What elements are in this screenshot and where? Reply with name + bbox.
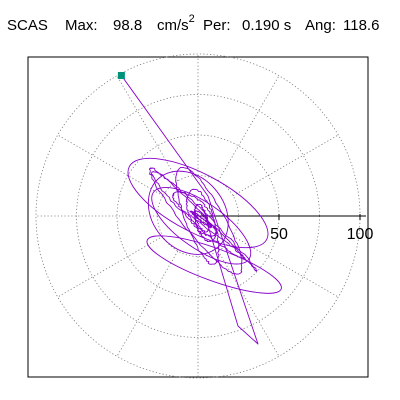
grid-spoke	[116, 75, 179, 182]
plot-header: SCAS Max: 98.8 cm/s2 Per: 0.190 s Ang: 1…	[0, 0, 400, 40]
motion-loop	[127, 157, 269, 249]
station-code: SCAS	[7, 17, 48, 34]
radial-tick-label: 100	[347, 226, 374, 243]
angle-value: 118.6	[343, 17, 380, 34]
plot-frame	[27, 56, 369, 378]
motion-loop	[151, 187, 252, 265]
peak-marker	[117, 71, 125, 79]
motion-loop	[146, 235, 282, 294]
max-unit: cm/s2	[157, 14, 195, 35]
motion-trace	[121, 75, 282, 345]
grid-spoke	[57, 134, 164, 197]
max-unit-exponent: 2	[188, 13, 195, 25]
grid-spoke	[232, 134, 339, 197]
radial-tick-label: 50	[270, 226, 288, 243]
period-label: Per:	[203, 17, 231, 34]
grid-spoke	[57, 235, 164, 298]
angle-label: Ang:	[305, 17, 336, 34]
period-value: 0.190 s	[242, 17, 292, 34]
grid-spoke	[116, 250, 179, 357]
max-label: Max:	[65, 17, 98, 34]
peak-marker-layer	[117, 71, 125, 79]
max-value: 98.8	[113, 17, 143, 34]
grid-spoke	[217, 75, 280, 182]
grid-spoke	[217, 250, 280, 357]
motion-trace-path	[121, 75, 259, 345]
max-unit-base: cm/s	[157, 17, 189, 34]
